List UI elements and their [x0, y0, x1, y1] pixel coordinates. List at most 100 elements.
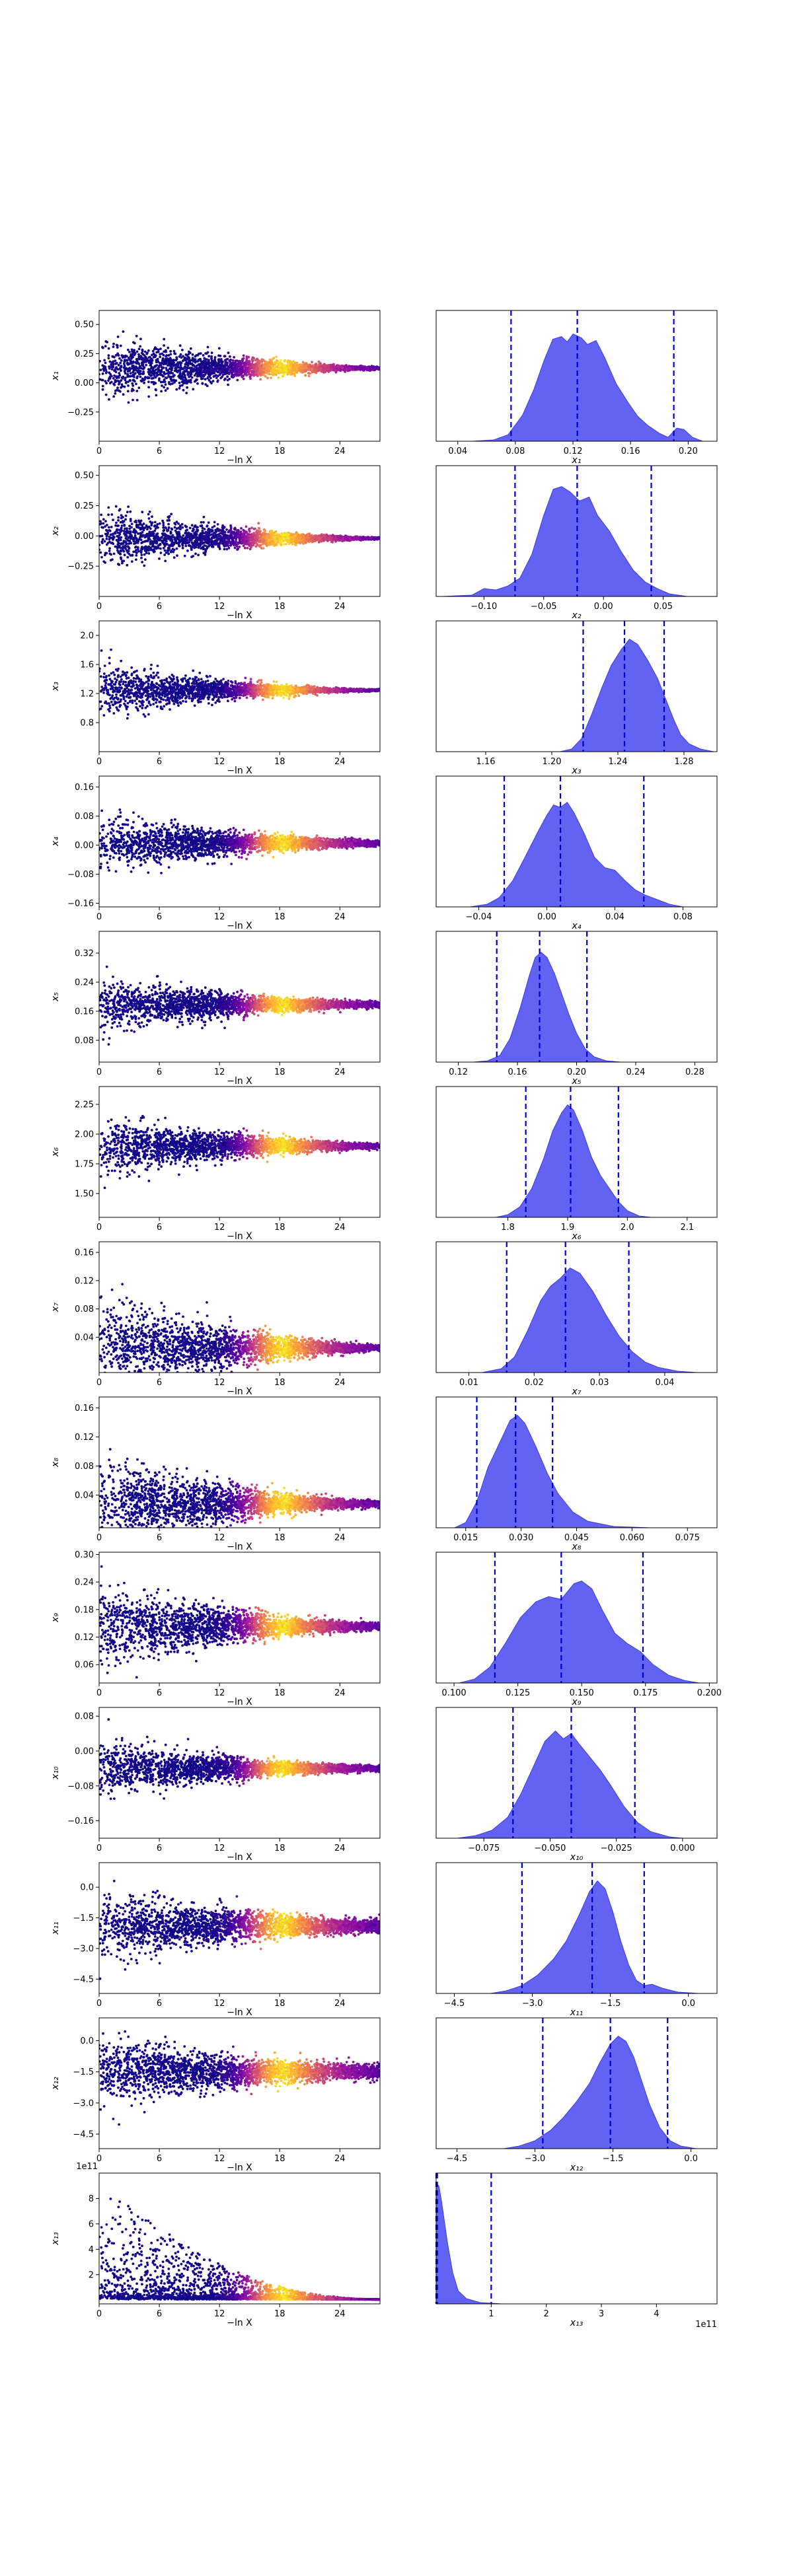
scatter-point — [217, 347, 221, 350]
scatter-point — [129, 372, 132, 375]
scatter-point — [307, 365, 311, 369]
scatter-point — [188, 360, 190, 363]
scatter-point — [156, 522, 159, 526]
scatter-point — [168, 519, 171, 522]
scatter-point — [313, 368, 317, 371]
scatter-point — [281, 363, 283, 366]
scatter-point — [104, 361, 107, 365]
scatter-point — [317, 363, 321, 366]
scatter-point — [201, 542, 204, 545]
scatter-point — [170, 549, 173, 552]
scatter-point — [206, 351, 209, 354]
scatter-point — [153, 347, 156, 351]
scatter-point — [115, 521, 118, 524]
scatter-point — [153, 541, 156, 544]
scatter-point — [120, 365, 123, 368]
scatter-point — [182, 388, 185, 392]
scatter-point — [220, 371, 223, 375]
scatter-point — [178, 361, 182, 364]
scatter-point — [135, 376, 139, 380]
scatter-point — [192, 367, 195, 371]
scatter-point — [200, 524, 204, 527]
scatter-point — [293, 371, 297, 374]
scatter-point — [199, 374, 202, 376]
scatter-point — [317, 368, 321, 371]
scatter-point — [132, 369, 135, 373]
scatter-point — [186, 361, 189, 365]
scatter-point — [126, 563, 129, 567]
scatter-point — [122, 377, 124, 380]
scatter-point — [122, 545, 125, 548]
scatter-point — [299, 367, 303, 369]
scatter-point — [221, 375, 223, 378]
scatter-point — [137, 524, 140, 526]
scatter-point — [127, 384, 130, 387]
scatter-point — [178, 381, 181, 384]
scatter-point — [123, 385, 126, 388]
scatter-point — [226, 375, 229, 378]
scatter-point — [201, 382, 204, 385]
scatter-point — [287, 542, 291, 546]
scatter-point — [159, 347, 162, 350]
scatter-point — [177, 522, 180, 525]
scatter-point — [229, 526, 233, 529]
scatter-point — [99, 551, 102, 554]
scatter-point — [188, 375, 190, 378]
scatter-point — [208, 359, 210, 361]
scatter-point — [147, 538, 150, 542]
scatter-point — [126, 373, 130, 376]
scatter-point — [137, 532, 140, 535]
scatter-point — [173, 352, 176, 355]
scatter-point — [155, 542, 159, 545]
scatter-point — [204, 383, 208, 386]
scatter-point — [322, 365, 325, 369]
scatter-point — [133, 341, 136, 345]
scatter-point — [186, 528, 188, 532]
scatter-point — [299, 534, 303, 536]
scatter-point — [187, 544, 190, 547]
scatter-point — [158, 557, 161, 560]
scatter-point — [179, 540, 182, 543]
scatter-point — [235, 530, 239, 533]
scatter-point — [210, 357, 213, 360]
scatter-point — [274, 361, 276, 364]
scatter-point — [157, 373, 160, 376]
scatter-point — [317, 360, 321, 363]
scatter-point — [190, 381, 192, 384]
scatter-point — [118, 367, 122, 371]
scatter-point — [154, 527, 157, 530]
scatter-point — [303, 362, 306, 365]
scatter-point — [213, 367, 216, 371]
scatter-point — [141, 511, 144, 514]
scatter-point — [204, 373, 207, 376]
scatter-point — [259, 537, 262, 540]
scatter-point — [315, 363, 318, 365]
scatter-point — [133, 534, 137, 537]
scatter-point — [305, 367, 308, 369]
scatter-point — [151, 372, 154, 375]
scatter-point — [254, 363, 256, 366]
scatter-point — [125, 530, 128, 534]
scatter-point — [140, 556, 143, 559]
scatter-point — [221, 528, 224, 531]
x-tick-label: 18 — [274, 447, 285, 456]
scatter-point — [131, 350, 134, 353]
scatter-point — [115, 538, 118, 542]
scatter-point — [332, 365, 335, 368]
scatter-point — [358, 366, 361, 369]
scatter-point — [147, 371, 151, 375]
scatter-point — [117, 516, 120, 519]
scatter-point — [190, 371, 192, 374]
scatter-point — [319, 365, 321, 369]
scatter-point — [107, 513, 110, 517]
scatter-point — [143, 553, 146, 556]
scatter-point — [199, 352, 202, 355]
scatter-point — [112, 532, 115, 536]
scatter-point — [147, 526, 150, 529]
scatter-point — [291, 543, 294, 546]
scatter-point — [256, 534, 259, 538]
scatter-point — [201, 371, 204, 374]
scatter-point — [114, 505, 118, 508]
scatter-point — [104, 371, 108, 375]
scatter-point — [270, 376, 273, 379]
